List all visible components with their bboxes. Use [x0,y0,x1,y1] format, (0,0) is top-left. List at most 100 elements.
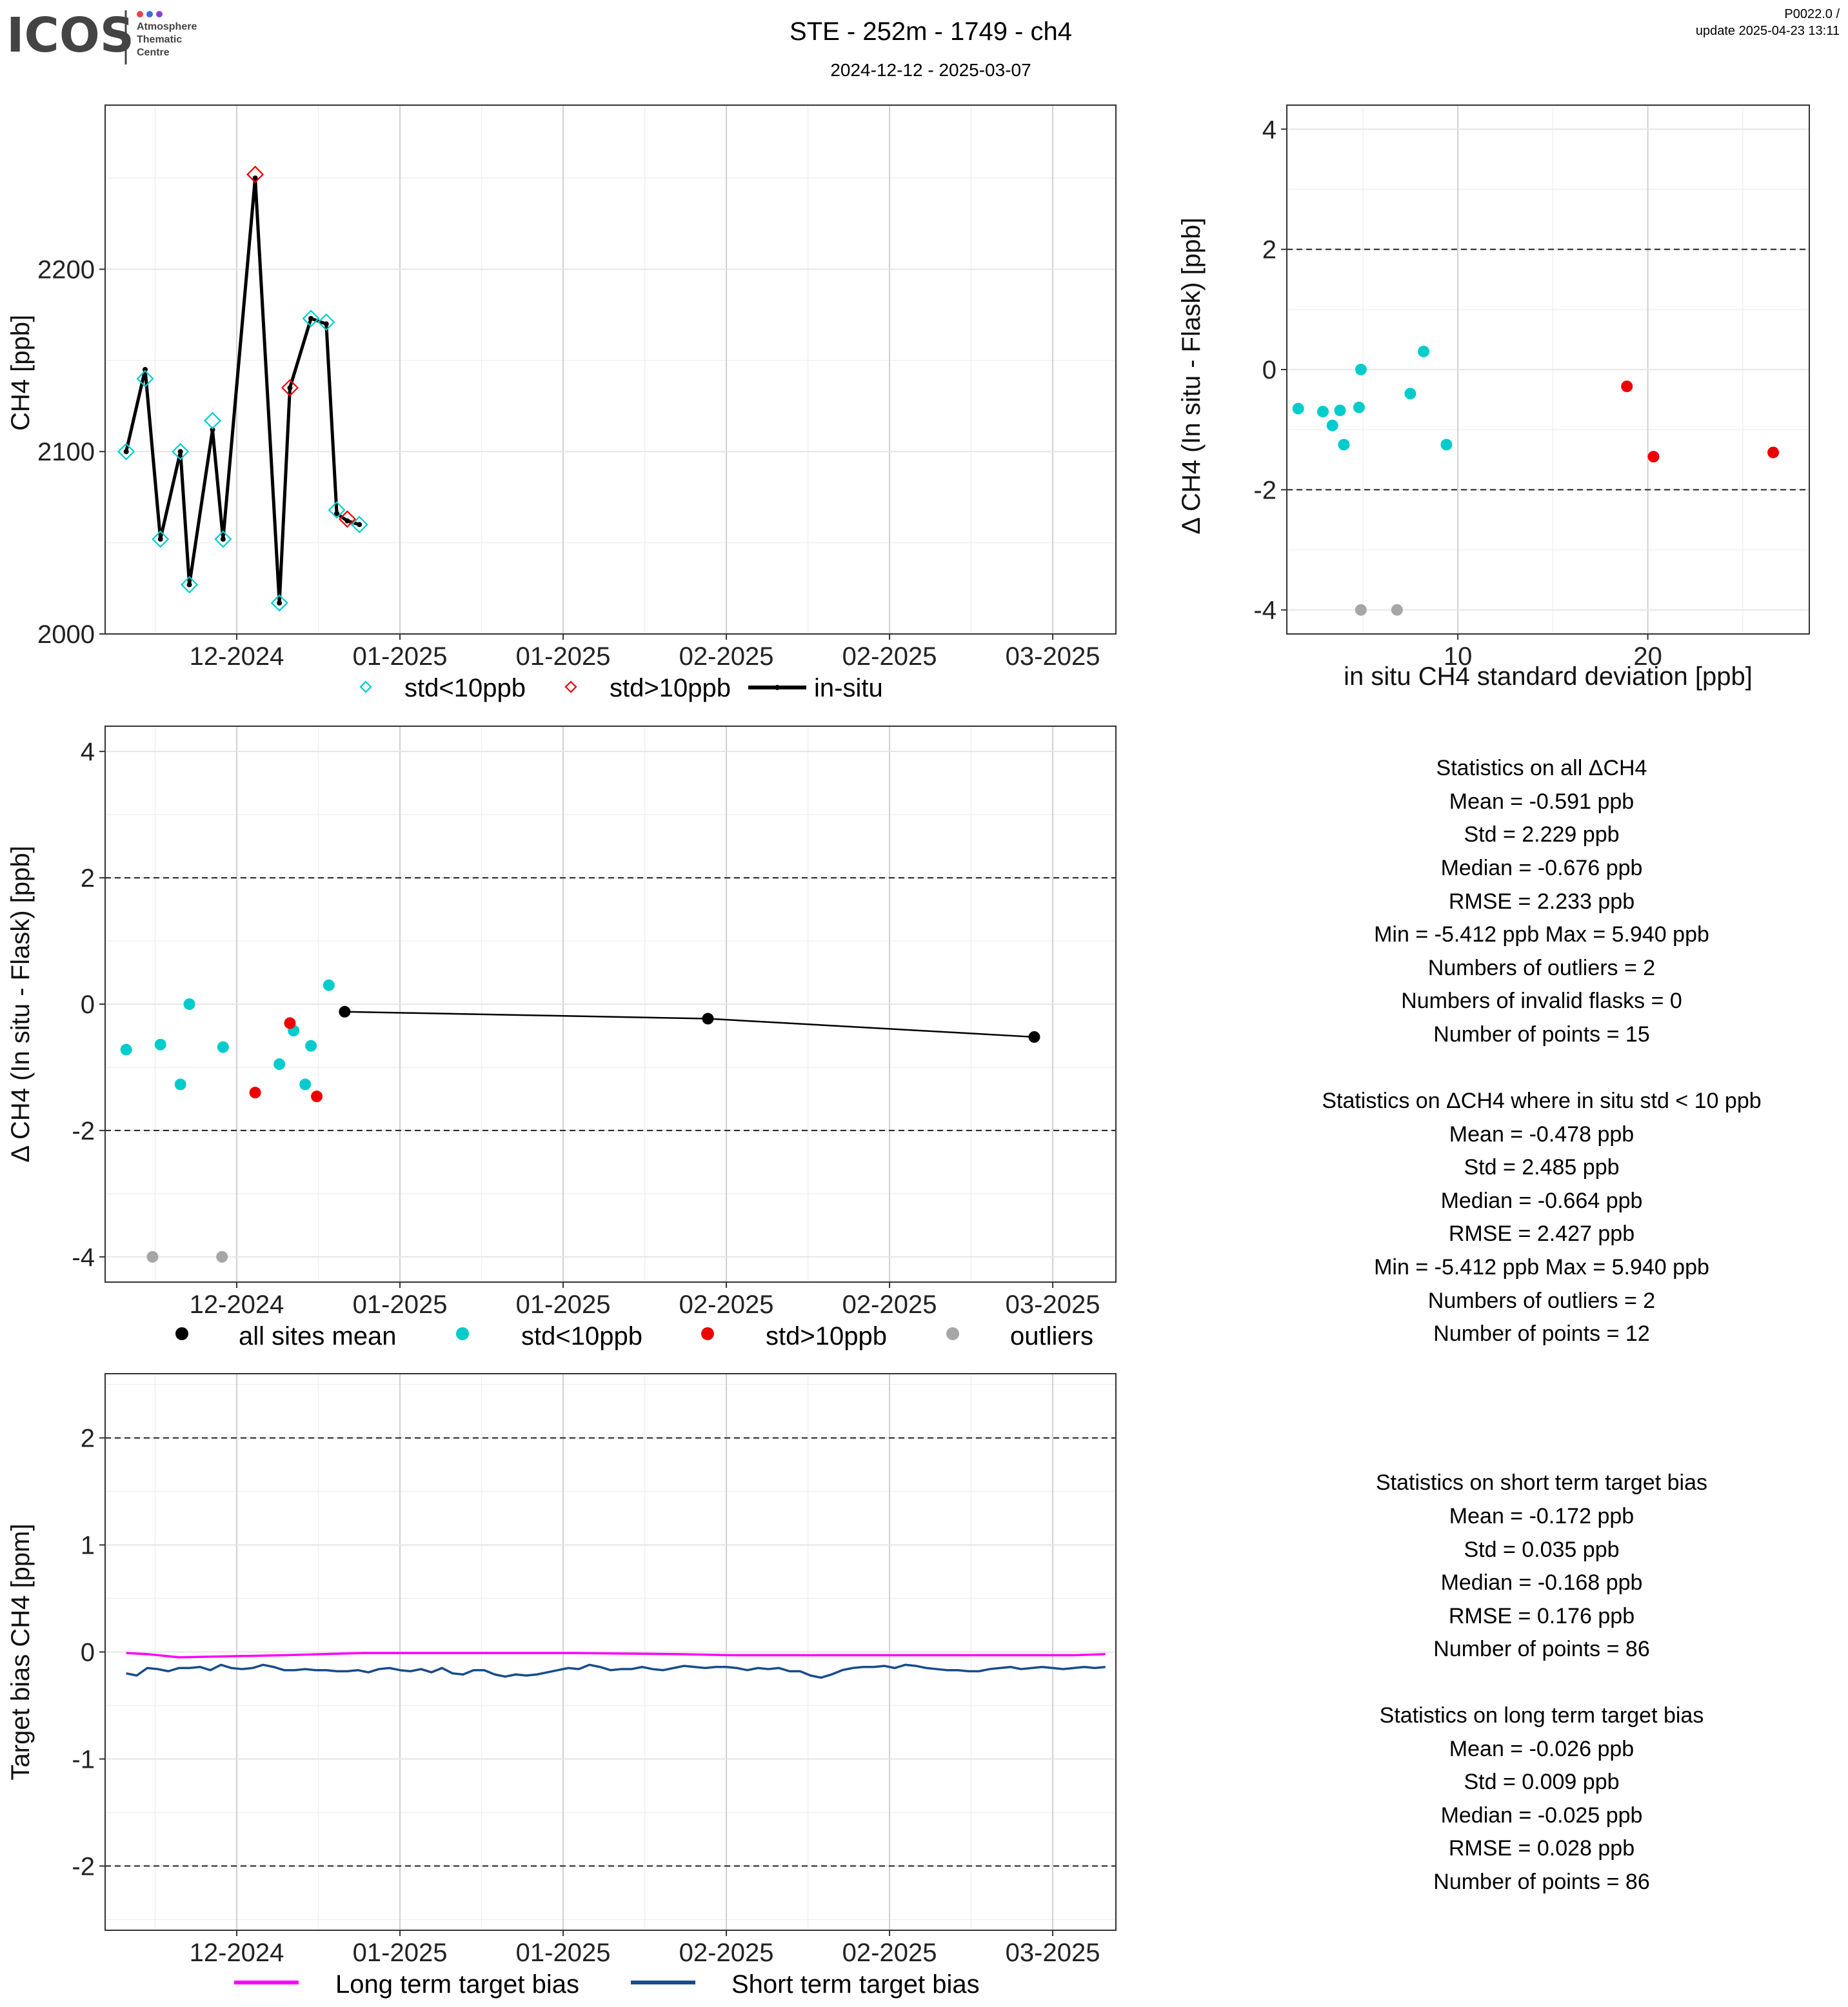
legend-label-std-gt10: std>10ppb [610,674,731,702]
x-tick-label: 12-2024 [190,1939,284,1967]
point-std-lt10 [217,1041,229,1053]
legend-dot-std-gt10 [701,1327,714,1340]
y-axis-label: Δ CH4 (In situ - Flask) [ppb] [6,845,35,1162]
stats-short-title: Statistics on short term target bias [1376,1470,1707,1495]
stats-all-mean: Mean = -0.591 ppb [1449,789,1634,814]
y-axis-label: CH4 [ppb] [6,315,35,431]
stats-std10-std: Std = 2.485 ppb [1464,1155,1619,1180]
y-tick-label: 2 [81,864,95,893]
point-std-lt10 [1353,401,1365,413]
diamond-std-lt10 [350,515,368,533]
stats-std10-points: Number of points = 12 [1433,1321,1649,1346]
series-line-long-term [126,1652,1106,1659]
diamond-std-lt10 [317,313,335,331]
point-std-gt10 [284,1017,296,1029]
point-std-lt10 [1326,419,1338,431]
point-std-gt10 [311,1091,323,1103]
x-tick-label: 01-2025 [353,1290,448,1319]
diamond-std-lt10 [117,442,135,460]
stats-all-points: Number of points = 15 [1433,1022,1649,1047]
stats-long-points: Number of points = 86 [1433,1870,1649,1894]
diamond-std-gt10 [338,510,356,528]
y-tick-label: -1 [72,1745,95,1774]
point-std-lt10 [299,1078,312,1091]
point-std-lt10 [1355,364,1367,375]
y-tick-label: 2 [81,1425,95,1453]
legend-label-all-sites: all sites mean [239,1322,397,1350]
x-tick-label: 01-2025 [353,1939,448,1967]
x-tick-label: 03-2025 [1006,1290,1100,1319]
stats-long-rmse: RMSE = 0.028 ppb [1449,1836,1634,1861]
logo-sub-3: Centre [137,47,170,58]
y-tick-label: 2 [1262,236,1277,264]
statistics-block: Statistics on all ΔCH4 Mean = -0.591 ppb… [1322,756,1761,1894]
diamond-std-lt10 [203,411,222,430]
point-insitu [157,536,163,542]
logo-sub-1: Atmosphere [137,21,197,32]
series-line-short-term [126,1663,1106,1679]
x-tick-label: 02-2025 [679,642,774,671]
logo-dot-3 [156,11,163,17]
point-insitu [334,511,340,517]
stats-all-std: Std = 2.229 ppb [1464,822,1619,847]
legend-label-std-lt10: std<10ppb [404,674,526,702]
point-insitu [344,518,350,524]
point-std-lt10 [154,1038,166,1051]
icos-logo: ICOS Atmosphere Thematic Centre [6,8,197,64]
legend-timeseries: std<10ppb std>10ppb in-situ [359,674,883,702]
page-subtitle: 2024-12-12 - 2025-03-07 [830,60,1031,80]
point-insitu [220,536,226,542]
y-tick-label: -4 [72,1243,95,1272]
point-insitu [210,427,215,433]
stats-all-minmax: Min = -5.412 ppb Max = 5.940 ppb [1374,922,1709,947]
y-tick-label: 4 [1262,115,1277,144]
y-tick-label: 4 [81,738,95,766]
y-tick-label: 2000 [37,620,95,649]
x-tick-label: 02-2025 [842,1290,937,1319]
y-tick-label: 0 [81,991,95,1019]
stats-long-std: Std = 0.009 ppb [1464,1770,1619,1794]
diamond-std-gt10 [246,165,264,184]
point-std-lt10 [174,1078,186,1091]
y-tick-label: -2 [1253,476,1277,504]
point-std-lt10 [1404,388,1416,400]
logo-sub-2: Thematic [137,34,182,45]
timeseries-panel: 12-2024 01-2025 01-2025 02-2025 02-2025 03-20… [6,104,1117,671]
point-std-gt10 [1767,446,1780,459]
legend-dot-all-sites [175,1327,188,1340]
y-tick-label: 2200 [37,255,95,284]
legend-diamond-std-lt10 [359,680,372,693]
diamond-std-lt10 [270,594,288,612]
stats-std10-outliers: Numbers of outliers = 2 [1428,1289,1655,1313]
point-insitu [143,367,148,372]
y-tick-label: 2100 [37,438,95,466]
diamond-std-lt10 [302,310,320,328]
x-axis-label: in situ CH4 standard deviation [ppb] [1344,662,1753,691]
diamond-std-gt10 [281,379,299,397]
stats-std10-rmse: RMSE = 2.427 ppb [1449,1221,1634,1246]
point-insitu [287,385,293,391]
y-tick-label: -4 [1253,597,1277,625]
y-tick-label: 0 [1262,356,1277,384]
legend-point-insitu [775,685,780,690]
x-tick-label: 12-2024 [190,1290,284,1319]
y-tick-label: 1 [81,1532,95,1560]
point-std-lt10 [1334,404,1346,417]
y-tick-label: -2 [72,1117,95,1145]
point-outlier [1355,604,1367,616]
x-tick-label: 01-2025 [516,642,611,671]
point-insitu [123,449,129,455]
point-std-lt10 [1418,346,1430,358]
point-insitu [252,175,258,181]
x-tick-label: 02-2025 [679,1290,774,1319]
point-std-lt10 [120,1043,132,1056]
diamond-std-lt10 [214,530,232,548]
stats-std10-title: Statistics on ΔCH4 where in situ std < 1… [1322,1089,1761,1113]
point-std-lt10 [1338,439,1350,451]
x-tick-label: 02-2025 [842,642,937,671]
legend-dot-std-lt10 [456,1327,469,1340]
point-insitu [357,522,363,528]
diamond-std-lt10 [181,576,199,594]
logo-dot-2 [146,11,153,17]
stats-short-points: Number of points = 86 [1433,1637,1649,1661]
